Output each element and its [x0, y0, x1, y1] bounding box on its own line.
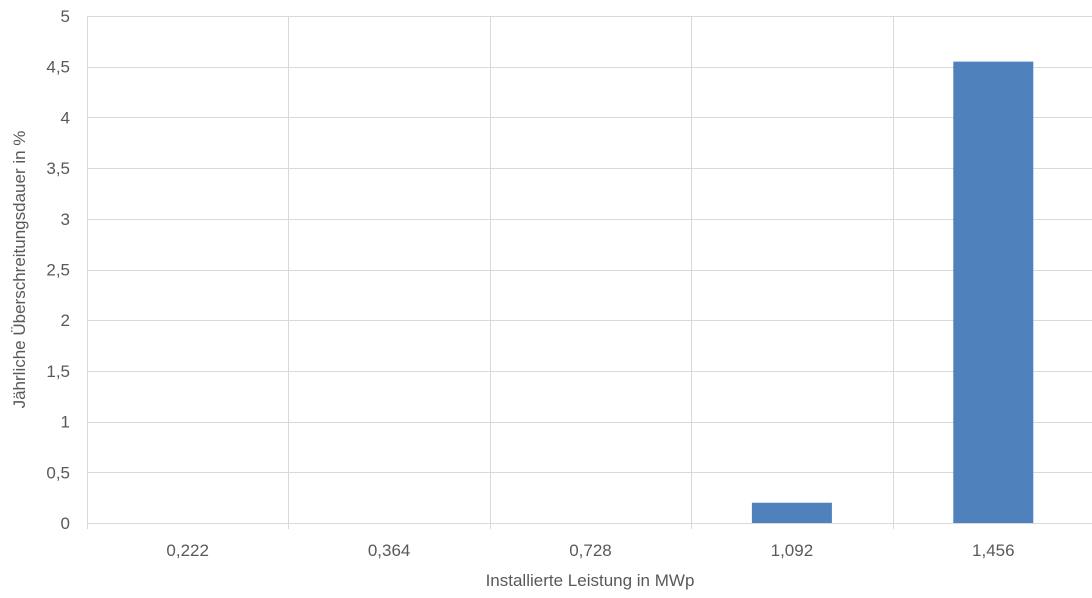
x-tick-label: 1,092	[771, 541, 814, 560]
bar-1,456	[953, 61, 1034, 523]
y-tick-label: 1	[61, 413, 70, 432]
y-tick-label: 4,5	[46, 58, 70, 77]
y-tick-label: 1,5	[46, 362, 70, 381]
x-tick-label: 0,222	[166, 541, 209, 560]
y-tick-label: 4	[61, 108, 70, 127]
x-tick-label: 0,728	[569, 541, 612, 560]
x-tick-label: 0,364	[368, 541, 411, 560]
y-tick-label: 2,5	[46, 261, 70, 280]
y-tick-label: 2	[61, 311, 70, 330]
y-axis-title: Jährliche Überschreitungsdauer in %	[10, 131, 29, 409]
x-axis-ticks: 0,222 0,364 0,728 1,092 1,456	[166, 541, 1014, 560]
y-tick-label: 5	[61, 7, 70, 26]
gridlines	[87, 16, 1092, 529]
x-axis-title: Installierte Leistung in MWp	[486, 571, 695, 590]
bar-1,092	[751, 502, 832, 523]
y-tick-label: 0,5	[46, 463, 70, 482]
bars	[751, 61, 1034, 523]
y-tick-label: 3,5	[46, 159, 70, 178]
y-tick-label: 0	[61, 514, 70, 533]
x-tick-label: 1,456	[972, 541, 1015, 560]
y-tick-label: 3	[61, 210, 70, 229]
y-axis-ticks: 0 0,5 1 1,5 2 2,5 3 3,5 4 4,5 5	[46, 7, 70, 533]
